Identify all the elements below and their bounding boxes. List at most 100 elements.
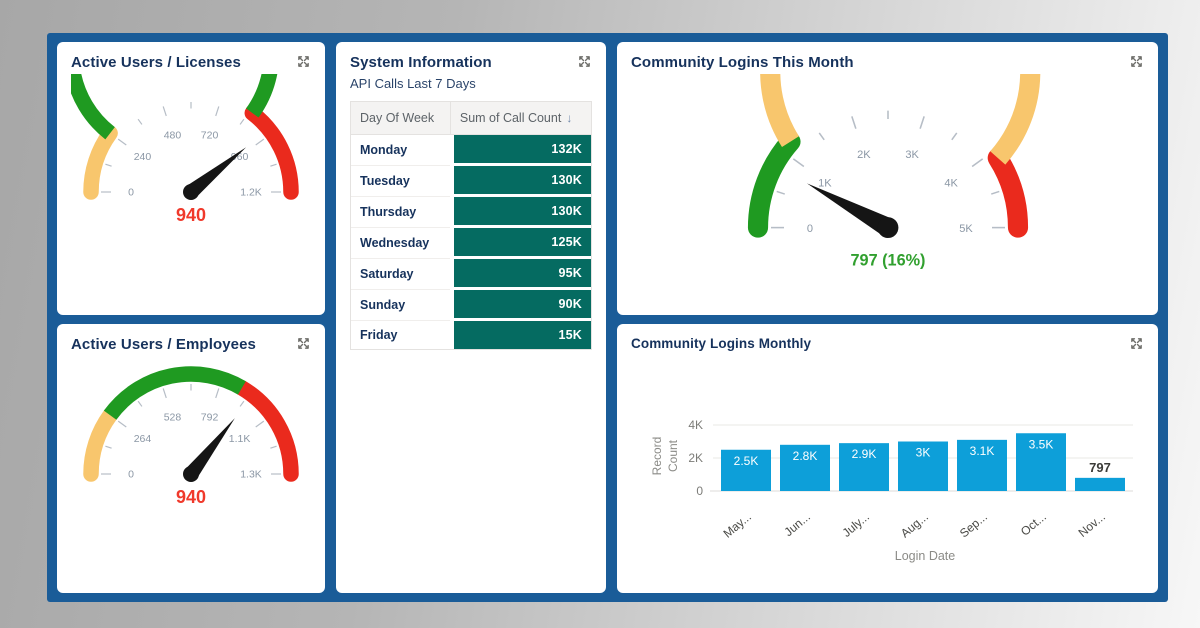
gauge-needle bbox=[186, 147, 247, 198]
column-middle: System Information API Calls Last 7 Days… bbox=[336, 42, 606, 593]
svg-text:3K: 3K bbox=[905, 149, 919, 161]
call-count-cell: 95K bbox=[449, 259, 591, 290]
svg-text:1.2K: 1.2K bbox=[240, 187, 262, 199]
card-title-licenses: Active Users / Licenses bbox=[71, 54, 241, 71]
x-axis-category-label: Sep... bbox=[957, 510, 990, 541]
svg-text:2K: 2K bbox=[857, 149, 871, 161]
bar[interactable] bbox=[1016, 433, 1066, 492]
svg-text:0: 0 bbox=[806, 223, 812, 235]
day-cell: Friday bbox=[351, 321, 450, 349]
day-cell: Thursday bbox=[351, 197, 450, 228]
svg-text:1.1K: 1.1K bbox=[229, 433, 251, 445]
table-row: Thursday 130K bbox=[351, 197, 591, 228]
gauge-chart: 0 1K 2K 3K 4K 5K 797 (16%) bbox=[747, 74, 1040, 269]
dashboard-panel: Active Users / Licenses 0 240 480 720 960 1.2… bbox=[47, 33, 1168, 602]
column-header-sum-of-call-count[interactable]: Sum of Call Count ↓ bbox=[449, 102, 591, 135]
card-subtitle-api-calls: API Calls Last 7 Days bbox=[350, 76, 476, 91]
card-header: Active Users / Licenses bbox=[71, 54, 311, 72]
expand-icon[interactable] bbox=[296, 336, 311, 351]
bar-value-label: 797 bbox=[1089, 460, 1111, 475]
call-count-cell: 15K bbox=[449, 321, 591, 349]
call-count-cell: 130K bbox=[449, 166, 591, 197]
card-community-logins-this-month: Community Logins This Month 0 1K 2K 3K 4K 5K 7… bbox=[617, 42, 1158, 315]
svg-text:1.3K: 1.3K bbox=[240, 469, 262, 481]
svg-text:5K: 5K bbox=[959, 223, 973, 235]
day-cell: Saturday bbox=[351, 259, 450, 290]
svg-text:4K: 4K bbox=[688, 418, 703, 432]
x-axis-category-label: Oct... bbox=[1018, 510, 1049, 539]
bar-chart: 4K 2K 0 Record Count 2.5K May... 2.8K Jun... 2.9K… bbox=[650, 418, 1133, 563]
table-header-row: Day Of Week Sum of Call Count ↓ bbox=[351, 102, 591, 135]
card-title-employees: Active Users / Employees bbox=[71, 336, 256, 353]
svg-text:Record: Record bbox=[650, 437, 664, 476]
day-cell: Wednesday bbox=[351, 228, 450, 259]
x-axis-category-label: Nov... bbox=[1076, 510, 1108, 540]
bar[interactable] bbox=[1075, 478, 1125, 492]
card-header: Active Users / Employees bbox=[71, 336, 311, 354]
x-axis-category-label: Aug... bbox=[898, 510, 931, 541]
table-row: Friday 15K bbox=[351, 321, 591, 349]
table-row: Wednesday 125K bbox=[351, 228, 591, 259]
call-count-cell: 132K bbox=[449, 135, 591, 166]
bar-value-label: 2.5K bbox=[734, 454, 759, 468]
card-title-logins-this-month: Community Logins This Month bbox=[631, 54, 854, 71]
gauge-chart: 0 240 480 720 960 1.2K 940 bbox=[71, 74, 299, 225]
table-row: Saturday 95K bbox=[351, 259, 591, 290]
gauge-community-logins-this-month: 0 1K 2K 3K 4K 5K 797 (16%) bbox=[631, 74, 1144, 272]
svg-text:Count: Count bbox=[666, 440, 680, 473]
table-body: Monday 132K Tuesday 130K Thursday 130K Wednesd… bbox=[351, 135, 591, 349]
expand-icon[interactable] bbox=[1129, 336, 1144, 351]
svg-text:480: 480 bbox=[164, 129, 182, 141]
gauge-needle bbox=[806, 183, 893, 237]
call-count-cell: 90K bbox=[449, 290, 591, 321]
bar-value-label: 3.5K bbox=[1029, 437, 1054, 451]
bar[interactable] bbox=[898, 441, 948, 492]
x-axis-title: Login Date bbox=[895, 549, 956, 563]
svg-text:960: 960 bbox=[231, 151, 249, 163]
gauge-active-users-employees: 0 264 528 792 1.1K 1.3K 940 bbox=[71, 356, 311, 508]
table-row: Sunday 90K bbox=[351, 290, 591, 321]
api-calls-table: Day Of Week Sum of Call Count ↓ Monday 132… bbox=[350, 101, 592, 350]
svg-text:528: 528 bbox=[164, 411, 182, 423]
card-header: Community Logins Monthly bbox=[631, 336, 1144, 352]
expand-icon[interactable] bbox=[577, 54, 592, 69]
gauge-value: 797 (16%) bbox=[850, 251, 925, 269]
column-header-label: Sum of Call Count bbox=[459, 111, 562, 125]
card-title-logins-monthly: Community Logins Monthly bbox=[631, 336, 812, 351]
column-right: Community Logins This Month 0 1K 2K 3K 4K 5K 7… bbox=[617, 42, 1158, 593]
svg-text:0: 0 bbox=[128, 469, 134, 481]
bar-value-label: 3K bbox=[916, 446, 931, 460]
svg-text:4K: 4K bbox=[944, 177, 958, 189]
card-community-logins-monthly: Community Logins Monthly 4K 2K 0 Record Coun… bbox=[617, 324, 1158, 593]
bar[interactable] bbox=[957, 440, 1007, 492]
gauge-chart: 0 264 528 792 1.1K 1.3K 940 bbox=[83, 366, 299, 507]
sort-descending-icon: ↓ bbox=[566, 111, 573, 125]
card-header: System Information bbox=[350, 54, 592, 72]
table-row: Monday 132K bbox=[351, 135, 591, 166]
bar[interactable] bbox=[839, 443, 889, 492]
expand-icon[interactable] bbox=[1129, 54, 1144, 69]
gauge-active-users-licenses: 0 240 480 720 960 1.2K 940 bbox=[71, 74, 311, 226]
svg-text:720: 720 bbox=[201, 129, 219, 141]
card-active-users-employees: Active Users / Employees 0 264 528 792 1.1K 1… bbox=[57, 324, 325, 593]
svg-text:792: 792 bbox=[201, 411, 219, 423]
card-header: Community Logins This Month bbox=[631, 54, 1144, 72]
card-active-users-licenses: Active Users / Licenses 0 240 480 720 960 1.2… bbox=[57, 42, 325, 315]
gauge-value: 940 bbox=[176, 487, 206, 507]
bar[interactable] bbox=[780, 444, 830, 492]
svg-text:0: 0 bbox=[696, 484, 703, 498]
expand-icon[interactable] bbox=[296, 54, 311, 69]
svg-text:240: 240 bbox=[134, 151, 152, 163]
x-axis-category-label: July... bbox=[840, 510, 872, 540]
card-system-information: System Information API Calls Last 7 Days… bbox=[336, 42, 606, 593]
bar[interactable] bbox=[721, 449, 771, 492]
bar-value-label: 3.1K bbox=[970, 444, 995, 458]
svg-text:264: 264 bbox=[134, 433, 152, 445]
column-header-day-of-week[interactable]: Day Of Week bbox=[351, 102, 450, 135]
day-cell: Tuesday bbox=[351, 166, 450, 197]
day-cell: Monday bbox=[351, 135, 450, 166]
gauge-value: 940 bbox=[176, 205, 206, 225]
svg-text:0: 0 bbox=[128, 187, 134, 199]
day-cell: Sunday bbox=[351, 290, 450, 321]
